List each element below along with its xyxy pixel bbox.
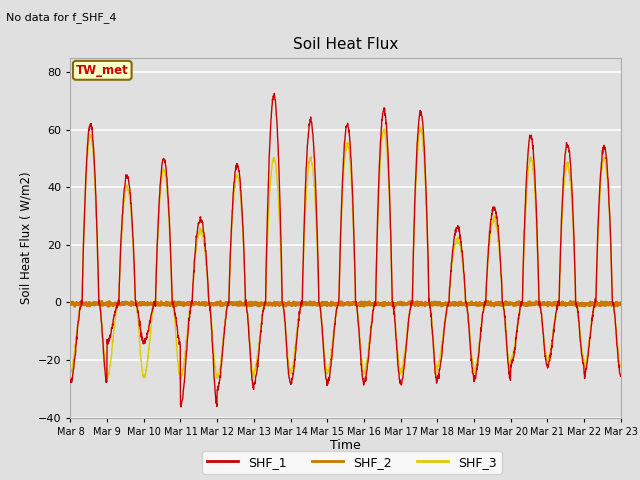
Title: Soil Heat Flux: Soil Heat Flux	[293, 37, 398, 52]
SHF_2	[362, 301, 369, 307]
Line: SHF_1: SHF_1	[70, 94, 621, 407]
SHF_3	[220, 325, 228, 331]
SHF_1	[568, 194, 576, 200]
Text: No data for f_SHF_4: No data for f_SHF_4	[6, 12, 117, 23]
SHF_1	[374, 210, 381, 216]
SHF_2	[67, 300, 74, 306]
SHF_2	[506, 300, 513, 305]
SHF_1	[67, 378, 74, 384]
SHF_3	[506, 368, 513, 374]
SHF_3	[177, 377, 184, 383]
Y-axis label: Soil Heat Flux ( W/m2): Soil Heat Flux ( W/m2)	[19, 171, 32, 304]
SHF_2	[617, 300, 625, 306]
Legend: SHF_1, SHF_2, SHF_3: SHF_1, SHF_2, SHF_3	[202, 451, 502, 474]
SHF_1	[177, 404, 185, 410]
SHF_3	[617, 363, 625, 369]
SHF_3	[362, 365, 369, 371]
SHF_2	[568, 299, 576, 305]
SHF_3	[417, 124, 424, 130]
SHF_2	[374, 301, 381, 307]
SHF_3	[568, 210, 576, 216]
SHF_2	[220, 302, 228, 308]
SHF_3	[584, 351, 591, 357]
Text: TW_met: TW_met	[76, 64, 129, 77]
SHF_1	[362, 378, 369, 384]
SHF_1	[220, 331, 228, 336]
SHF_1	[506, 375, 513, 381]
SHF_1	[617, 373, 625, 379]
Line: SHF_2: SHF_2	[70, 301, 621, 306]
Line: SHF_3: SHF_3	[70, 127, 621, 380]
SHF_1	[271, 91, 278, 96]
SHF_2	[104, 303, 112, 309]
SHF_3	[374, 230, 381, 236]
SHF_2	[217, 299, 225, 304]
SHF_1	[584, 355, 591, 361]
SHF_3	[67, 370, 74, 376]
X-axis label: Time: Time	[330, 439, 361, 453]
SHF_2	[584, 302, 591, 308]
